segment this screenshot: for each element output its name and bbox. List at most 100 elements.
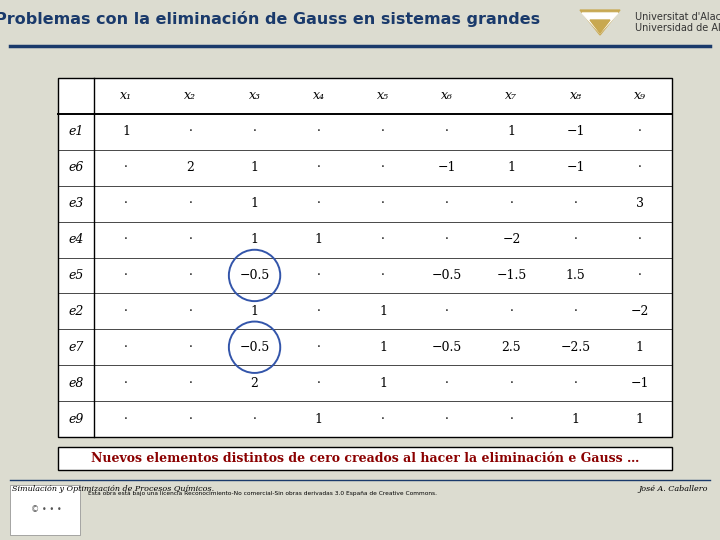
Text: ·: · [638, 269, 642, 282]
Text: ·: · [510, 377, 513, 390]
Text: 1: 1 [251, 161, 258, 174]
Text: 3: 3 [636, 197, 644, 210]
Polygon shape [580, 10, 620, 35]
Text: x₆: x₆ [441, 90, 453, 103]
Text: ·: · [445, 233, 449, 246]
Text: x₁: x₁ [120, 90, 132, 103]
Text: −1.5: −1.5 [496, 269, 526, 282]
Text: ·: · [317, 125, 320, 138]
Text: ·: · [317, 197, 320, 210]
Text: −1: −1 [567, 125, 585, 138]
Text: ·: · [510, 413, 513, 426]
Text: −2: −2 [503, 233, 521, 246]
Text: ·: · [381, 269, 385, 282]
Text: 1: 1 [251, 197, 258, 210]
Bar [10, 485, 80, 535]
Text: ·: · [189, 269, 192, 282]
Text: ·: · [317, 341, 320, 354]
Text: ·: · [317, 305, 320, 318]
Text: ·: · [445, 305, 449, 318]
Text: ·: · [638, 233, 642, 246]
Text: Simulación y Optimización de Procesos Químicos.: Simulación y Optimización de Procesos Qu… [12, 485, 214, 493]
Text: x₉: x₉ [634, 90, 646, 103]
Text: ·: · [317, 161, 320, 174]
Text: 1: 1 [379, 377, 387, 390]
Text: x₂: x₂ [184, 90, 197, 103]
Text: 1: 1 [508, 161, 516, 174]
Bar [58, 447, 672, 470]
Text: e5: e5 [68, 269, 84, 282]
Text: x₃: x₃ [248, 90, 261, 103]
Text: Universitat d'Alacant: Universitat d'Alacant [635, 12, 720, 22]
Text: 1: 1 [315, 233, 323, 246]
Text: ·: · [510, 305, 513, 318]
Text: ·: · [381, 125, 385, 138]
Text: e9: e9 [68, 413, 84, 426]
Text: e6: e6 [68, 161, 84, 174]
Bar [0, 0, 720, 45]
Text: −1: −1 [438, 161, 456, 174]
Text: 1: 1 [122, 125, 130, 138]
Text: ·: · [124, 269, 128, 282]
Text: ·: · [189, 125, 192, 138]
Text: 1: 1 [379, 305, 387, 318]
Text: 1: 1 [379, 341, 387, 354]
Text: ·: · [189, 233, 192, 246]
Text: −2.5: −2.5 [561, 341, 590, 354]
Text: ·: · [445, 197, 449, 210]
Polygon shape [590, 20, 610, 33]
Text: ·: · [317, 269, 320, 282]
Text: −0.5: −0.5 [432, 269, 462, 282]
Text: ·: · [189, 197, 192, 210]
Text: ·: · [124, 197, 128, 210]
Text: ·: · [574, 233, 577, 246]
Text: ·: · [189, 377, 192, 390]
Text: e7: e7 [68, 341, 84, 354]
Text: ·: · [445, 377, 449, 390]
Text: x₅: x₅ [377, 90, 389, 103]
Text: ·: · [638, 161, 642, 174]
Text: ·: · [124, 161, 128, 174]
Polygon shape [582, 13, 618, 33]
Text: ·: · [124, 341, 128, 354]
Text: ·: · [253, 125, 256, 138]
Text: x₇: x₇ [505, 90, 518, 103]
Text: e1: e1 [68, 125, 84, 138]
Text: ·: · [189, 305, 192, 318]
Text: 1: 1 [572, 413, 580, 426]
Text: −2: −2 [631, 305, 649, 318]
Text: −0.5: −0.5 [240, 269, 270, 282]
Text: ·: · [638, 125, 642, 138]
Text: Universidad de Alicante: Universidad de Alicante [635, 23, 720, 33]
Text: e3: e3 [68, 197, 84, 210]
Text: Problemas con la eliminación de Gauss en sistemas grandes: Problemas con la eliminación de Gauss en… [0, 11, 541, 27]
Text: −0.5: −0.5 [432, 341, 462, 354]
Text: ·: · [124, 305, 128, 318]
Text: 1: 1 [636, 413, 644, 426]
Text: e8: e8 [68, 377, 84, 390]
Text: −1: −1 [567, 161, 585, 174]
Text: e4: e4 [68, 233, 84, 246]
Text: x₄: x₄ [312, 90, 325, 103]
Text: ·: · [253, 413, 256, 426]
Text: −0.5: −0.5 [240, 341, 270, 354]
Text: ·: · [445, 125, 449, 138]
Bar [58, 78, 672, 437]
Text: ·: · [317, 377, 320, 390]
Text: Nuevos elementos distintos de cero creados al hacer la eliminación e Gauss …: Nuevos elementos distintos de cero cread… [91, 452, 639, 465]
Text: x₈: x₈ [570, 90, 582, 103]
Text: ·: · [574, 377, 577, 390]
Text: 1: 1 [251, 233, 258, 246]
Text: ·: · [189, 413, 192, 426]
Text: 2.5: 2.5 [502, 341, 521, 354]
Text: ·: · [124, 377, 128, 390]
Text: 1: 1 [315, 413, 323, 426]
Text: ·: · [381, 197, 385, 210]
Text: 2: 2 [186, 161, 194, 174]
Text: −1: −1 [631, 377, 649, 390]
Text: 1.5: 1.5 [566, 269, 585, 282]
Text: ·: · [574, 197, 577, 210]
Text: 1: 1 [251, 305, 258, 318]
Text: ·: · [124, 233, 128, 246]
Text: Esta obra está bajo una licencia Reconocimiento-No comercial-Sin obras derivadas: Esta obra está bajo una licencia Reconoc… [88, 490, 437, 496]
